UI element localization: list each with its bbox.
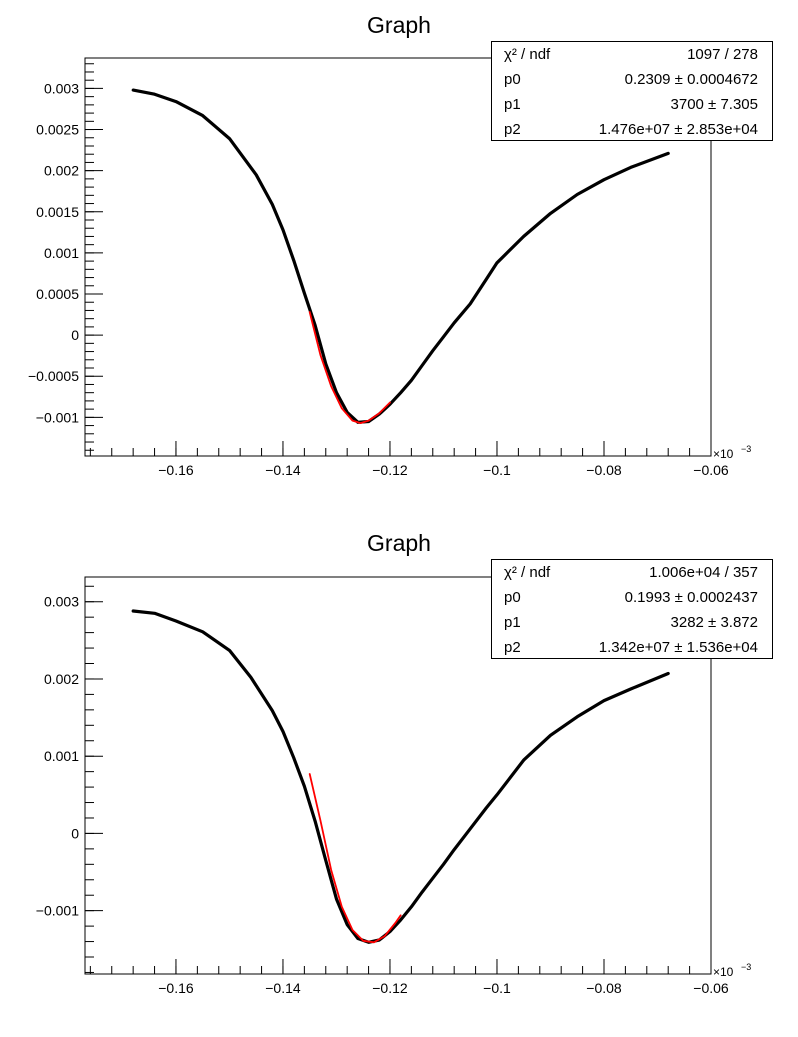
- fit-curve-line: [308, 773, 402, 944]
- graph-pad-bottom: −0.16 −0.14 −0.12 −0.1 −0.08 −0.06 −0.001 0 0.00…: [0, 518, 798, 1036]
- x-tick-label: −0.16: [158, 980, 194, 996]
- graph-pad-top: −0.16 −0.14 −0.12 −0.1 −0.08 −0.06 −0.001 −0.00…: [0, 0, 798, 518]
- stats-label: p1: [504, 96, 521, 113]
- x-tick-label: −0.12: [372, 980, 408, 996]
- x-tick-label: −0.08: [586, 980, 622, 996]
- x-tick-label: −0.08: [586, 462, 622, 478]
- y-tick-label: 0.0015: [36, 204, 79, 220]
- y-tick-label: 0.003: [44, 80, 79, 96]
- stats-value: 3700 ± 7.305: [670, 96, 758, 113]
- y-tick-label: 0.0025: [36, 122, 79, 138]
- stats-value: 0.2309 ± 0.0004672: [624, 71, 758, 88]
- stats-label: χ² / ndf: [504, 564, 551, 581]
- stats-row: p2 1.342e+07 ± 1.536e+04: [492, 635, 772, 660]
- stats-value: 0.1993 ± 0.0002437: [624, 589, 758, 606]
- y-tick-label: 0: [71, 327, 79, 343]
- x-exponent-power: −3: [741, 962, 751, 972]
- plot-frame: [84, 576, 712, 975]
- y-tick-label: 0.001: [44, 245, 79, 261]
- fit-stats-box: χ² / ndf 1097 / 278 p0 0.2309 ± 0.000467…: [491, 41, 773, 141]
- stats-label: p0: [504, 589, 521, 606]
- plot-canvas: −0.16 −0.14 −0.12 −0.1 −0.08 −0.06 −0.001 −0.00…: [28, 57, 751, 478]
- stats-label: p1: [504, 614, 521, 631]
- y-tick-label: 0: [71, 825, 79, 841]
- stats-row: p2 1.476e+07 ± 2.853e+04: [492, 117, 772, 142]
- fit-curve-line: [308, 311, 391, 425]
- plot-canvas: −0.16 −0.14 −0.12 −0.1 −0.08 −0.06 −0.001 0 0.00…: [36, 576, 751, 996]
- stats-row: p0 0.1993 ± 0.0002437: [492, 585, 772, 610]
- x-tick-label: −0.12: [372, 462, 408, 478]
- stats-label: p2: [504, 121, 521, 138]
- x-tick-label: −0.1: [483, 462, 511, 478]
- y-tick-label: −0.001: [36, 409, 79, 425]
- x-tick-label: −0.06: [693, 462, 729, 478]
- stats-value: 1.476e+07 ± 2.853e+04: [598, 121, 758, 138]
- graph-title: Graph: [367, 12, 431, 38]
- stats-value: 1.342e+07 ± 1.536e+04: [598, 639, 758, 656]
- y-tick-label: −0.001: [36, 903, 79, 919]
- x-tick-label: −0.1: [483, 980, 511, 996]
- y-tick-label: −0.0005: [28, 368, 79, 384]
- y-tick-label: 0.0005: [36, 286, 79, 302]
- stats-label: χ² / ndf: [504, 46, 551, 63]
- graph-title: Graph: [367, 530, 431, 556]
- y-tick-label: 0.002: [44, 671, 79, 687]
- x-tick-label: −0.16: [158, 462, 194, 478]
- y-tick-label: 0.001: [44, 748, 79, 764]
- plot-frame: [84, 57, 712, 457]
- fit-stats-box: χ² / ndf 1.006e+04 / 357 p0 0.1993 ± 0.0…: [491, 559, 773, 659]
- x-exponent-label: ×10: [713, 965, 734, 979]
- stats-value: 1.006e+04 / 357: [649, 564, 758, 581]
- stats-label: p2: [504, 639, 521, 656]
- x-tick-label: −0.14: [265, 462, 301, 478]
- data-series-line: [131, 609, 670, 944]
- stats-row: χ² / ndf 1097 / 278: [492, 42, 772, 67]
- x-tick-label: −0.14: [265, 980, 301, 996]
- stats-row: p1 3282 ± 3.872: [492, 610, 772, 635]
- x-tick-label: −0.06: [693, 980, 729, 996]
- stats-label: p0: [504, 71, 521, 88]
- stats-row: p1 3700 ± 7.305: [492, 92, 772, 117]
- y-tick-label: 0.003: [44, 594, 79, 610]
- stats-row: χ² / ndf 1.006e+04 / 357: [492, 560, 772, 585]
- stats-value: 3282 ± 3.872: [670, 614, 758, 631]
- y-tick-label: 0.002: [44, 163, 79, 179]
- x-exponent-label: ×10: [713, 447, 734, 461]
- stats-row: p0 0.2309 ± 0.0004672: [492, 67, 772, 92]
- stats-value: 1097 / 278: [687, 46, 758, 63]
- x-exponent-power: −3: [741, 444, 751, 454]
